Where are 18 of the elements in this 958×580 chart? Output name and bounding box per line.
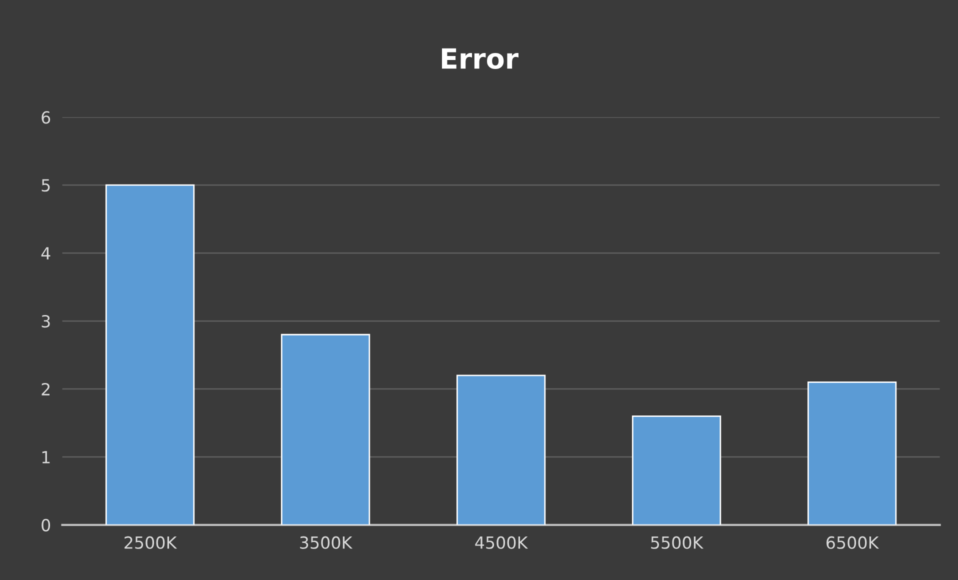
x-tick-label: 2500K: [124, 536, 178, 549]
bar: [632, 415, 722, 525]
bar: [456, 374, 546, 525]
x-tick-label: 4500K: [475, 536, 528, 549]
bar: [105, 184, 195, 525]
y-tick-label: 6: [42, 111, 50, 124]
chart-title: Error: [442, 48, 518, 69]
y-tick-label: 3: [42, 314, 50, 328]
x-tick-label: 5500K: [651, 536, 704, 549]
y-tick-label: 5: [42, 179, 50, 192]
y-tick-label: 0: [42, 518, 50, 532]
bar: [280, 334, 370, 525]
x-tick-label: 3500K: [300, 536, 353, 549]
bar: [807, 381, 897, 525]
y-tick-label: 2: [42, 382, 50, 396]
x-tick-label: 6500K: [826, 536, 880, 549]
y-tick-label: 1: [42, 451, 50, 464]
y-tick-label: 4: [41, 247, 50, 260]
